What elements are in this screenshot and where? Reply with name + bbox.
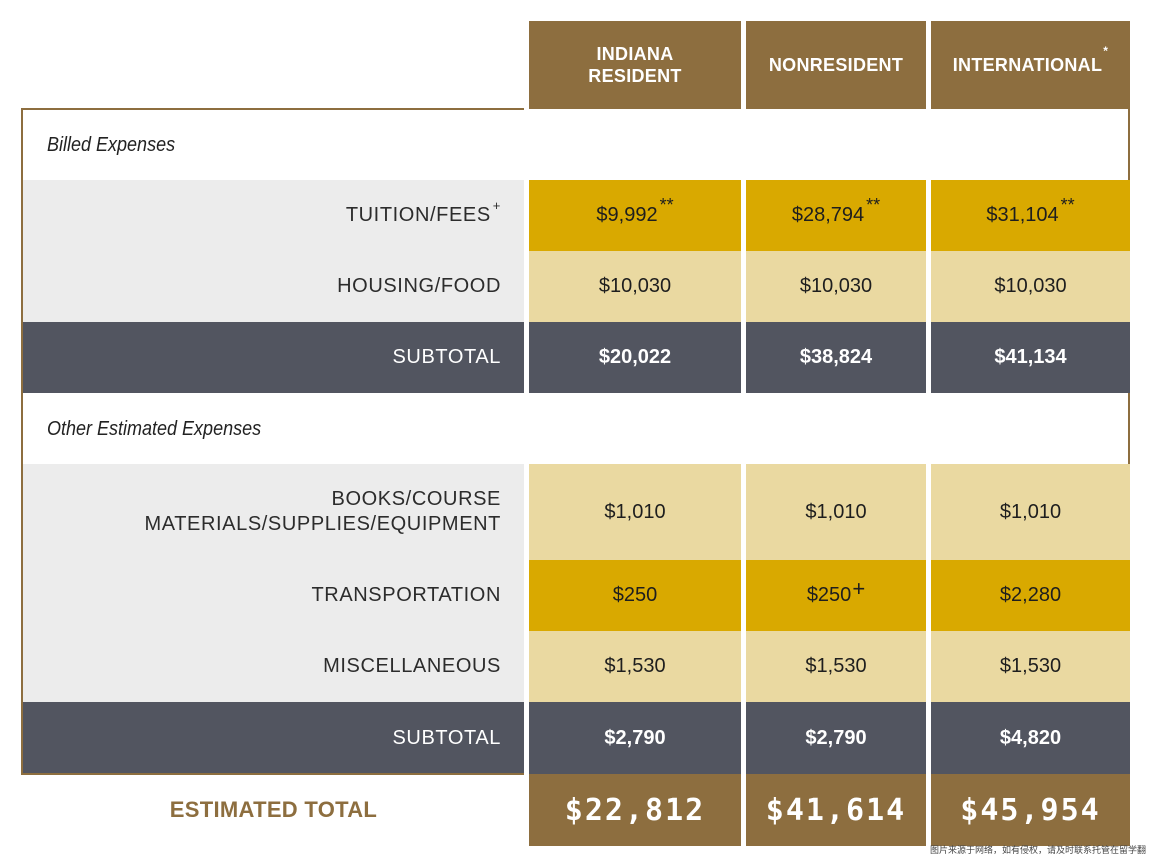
column-header-nonresident: NONRESIDENT: [746, 21, 926, 109]
row-label-subtotal-other: SUBTOTAL: [23, 702, 524, 774]
cell-books-international: $1,010: [931, 464, 1130, 560]
cell-subtotal-other-nonresident: $2,790: [746, 702, 926, 774]
cell-miscellaneous-international: $1,530: [931, 631, 1130, 702]
cell-subtotal-billed-nonresident: $38,824: [746, 322, 926, 393]
row-label-line2: MATERIALS/SUPPLIES/EQUIPMENT: [144, 513, 501, 535]
section-heading-billed: Billed Expenses: [47, 133, 176, 156]
column-header-line1: INDIANA: [596, 44, 674, 64]
cell-tuition-nonresident: $28,794 **: [746, 180, 926, 251]
cell-transportation-international: $2,280: [931, 560, 1130, 631]
cell-tuition-international: $31,104 **: [931, 180, 1130, 251]
cell-books-indiana: $1,010: [529, 464, 741, 560]
estimated-total-indiana: $22,812: [529, 774, 741, 846]
row-label-line1: BOOKS/COURSE: [331, 488, 501, 510]
cell-miscellaneous-nonresident: $1,530: [746, 631, 926, 702]
section-heading-other: Other Estimated Expenses: [47, 417, 262, 440]
table-top-border: [21, 108, 524, 110]
column-header-international: INTERNATIONAL *: [931, 21, 1130, 109]
footnote-marker: **: [866, 195, 881, 215]
cell-transportation-indiana: $250: [529, 560, 741, 631]
cell-transportation-nonresident: $250 +: [746, 560, 926, 631]
estimated-total-nonresident: $41,614: [746, 774, 926, 846]
row-label-text: TUITION/FEES: [345, 204, 491, 226]
cell-miscellaneous-indiana: $1,530: [529, 631, 741, 702]
row-label-transportation: TRANSPORTATION: [23, 560, 524, 631]
footnote-marker: +: [852, 575, 866, 601]
row-label-housing: HOUSING/FOOD: [23, 251, 524, 322]
footnote-marker: **: [1060, 195, 1075, 215]
cell-housing-indiana: $10,030: [529, 251, 741, 322]
column-header-line2: RESIDENT: [588, 66, 682, 86]
footnote-marker: +: [492, 198, 501, 213]
estimated-total-label: ESTIMATED TOTAL: [169, 797, 378, 822]
row-label-subtotal-billed: SUBTOTAL: [23, 322, 524, 393]
footnote-marker: **: [659, 195, 674, 215]
table-right-border: [1128, 108, 1130, 775]
cell-subtotal-billed-international: $41,134: [931, 322, 1130, 393]
cell-housing-international: $10,030: [931, 251, 1130, 322]
cell-housing-nonresident: $10,030: [746, 251, 926, 322]
cell-subtotal-billed-indiana: $20,022: [529, 322, 741, 393]
row-label-books: BOOKS/COURSE MATERIALS/SUPPLIES/EQUIPMENT: [23, 464, 524, 560]
watermark-text: 图片来源于网络，如有侵权，请及时联系托管在留学翻: [930, 845, 1147, 855]
cell-tuition-indiana: $9,992 **: [529, 180, 741, 251]
cell-books-nonresident: $1,010: [746, 464, 926, 560]
column-header-label: NONRESIDENT: [768, 55, 904, 75]
table-left-border: [21, 108, 23, 775]
table-bottom-border: [21, 773, 524, 775]
column-header-indiana-resident: INDIANA RESIDENT: [529, 21, 741, 109]
column-header-label: INTERNATIONAL: [952, 55, 1103, 75]
row-label-tuition: TUITION/FEES +: [23, 180, 524, 251]
estimated-total-international: $45,954: [931, 774, 1130, 846]
cell-subtotal-other-indiana: $2,790: [529, 702, 741, 774]
footnote-marker: *: [1103, 44, 1109, 58]
cell-subtotal-other-international: $4,820: [931, 702, 1130, 774]
row-label-miscellaneous: MISCELLANEOUS: [23, 631, 524, 702]
